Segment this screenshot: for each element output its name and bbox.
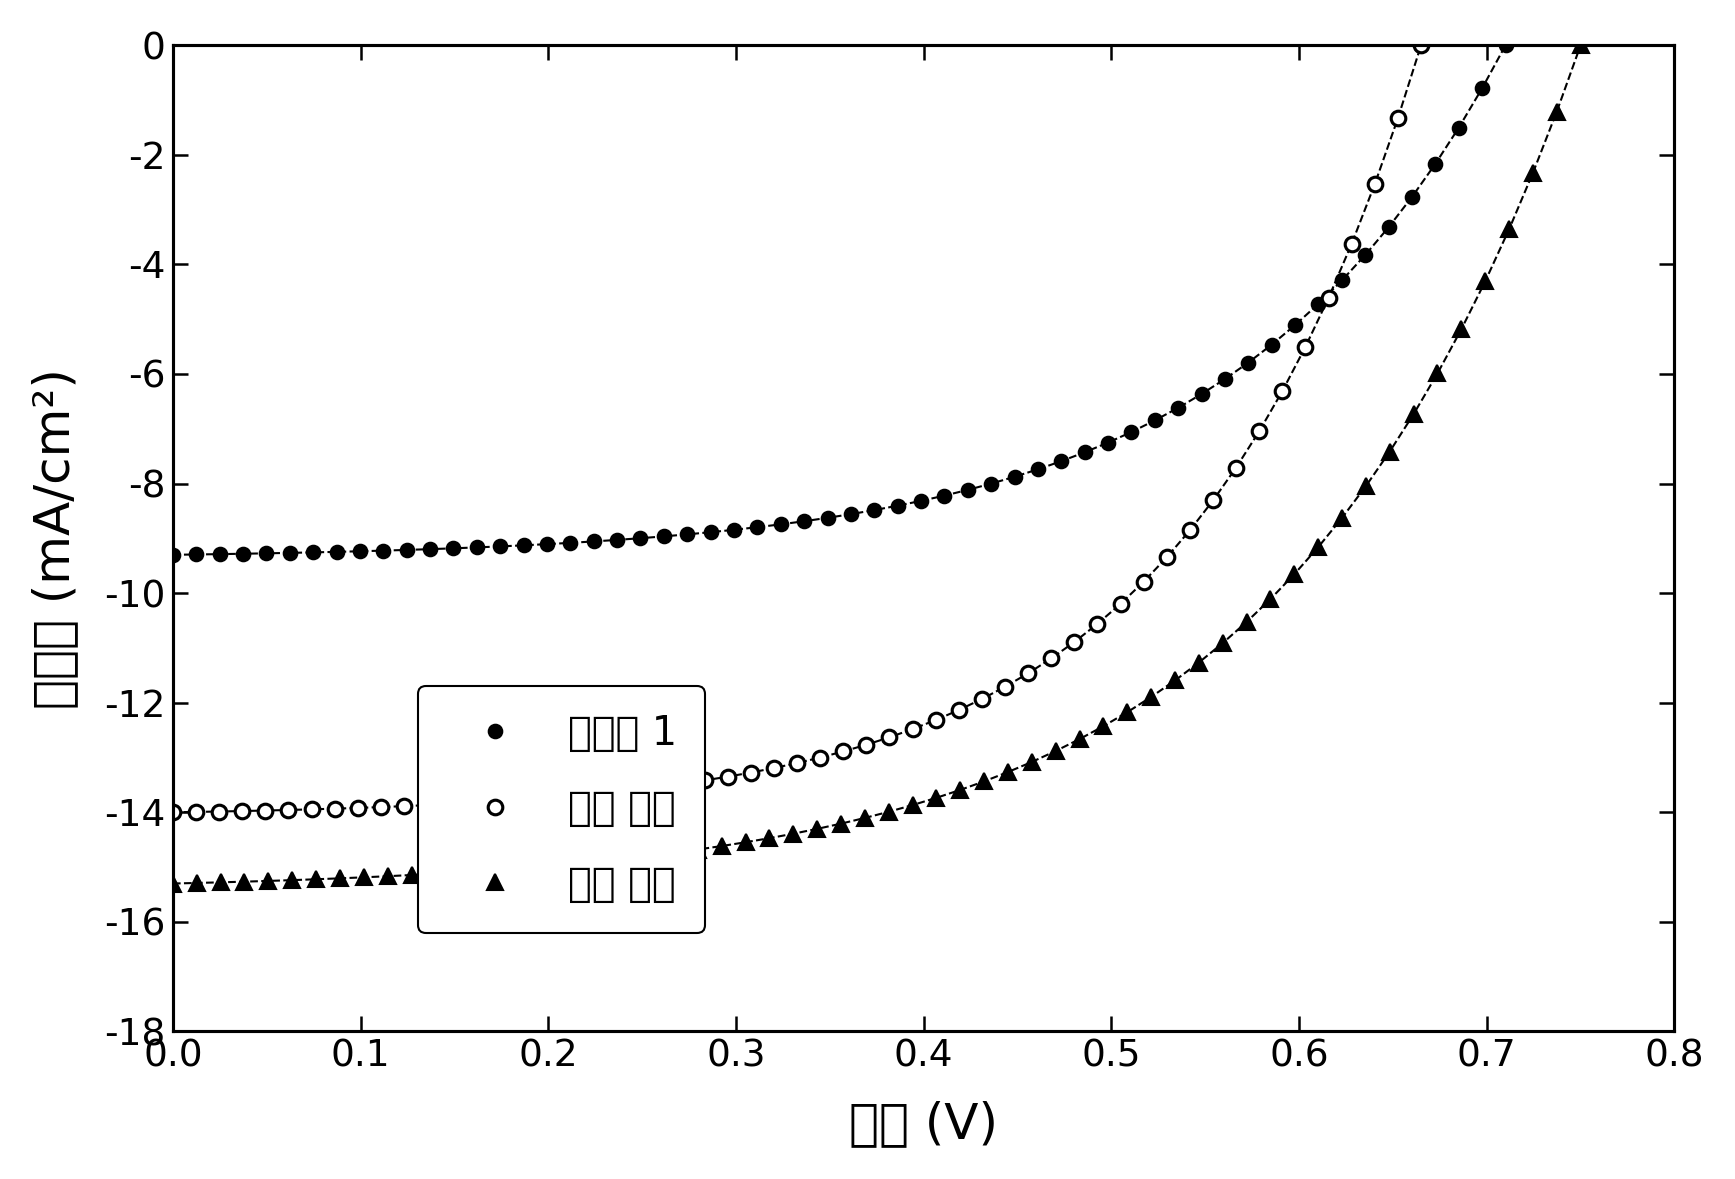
实施 例二 xyxy=(1570,38,1591,52)
实施 例一 xyxy=(302,802,323,816)
实施 例一 xyxy=(1411,38,1431,52)
Line: 对比例 1: 对比例 1 xyxy=(167,39,1511,561)
对比例 1 xyxy=(1284,318,1305,332)
Y-axis label: 光电流 (mA/cm²): 光电流 (mA/cm²) xyxy=(31,368,80,709)
实施 例一 xyxy=(163,805,184,819)
实施 例一 xyxy=(1272,384,1293,399)
实施 例二 xyxy=(616,851,637,865)
对比例 1 xyxy=(1494,38,1515,52)
对比例 1 xyxy=(1143,414,1164,428)
实施 例一 xyxy=(1386,111,1407,125)
实施 例一 xyxy=(625,783,645,797)
对比例 1 xyxy=(467,540,488,554)
对比例 1 xyxy=(163,548,184,562)
对比例 1 xyxy=(1449,120,1470,134)
实施 例二 xyxy=(163,876,184,890)
对比例 1 xyxy=(1051,454,1072,468)
实施 例一 xyxy=(394,799,415,814)
Legend: 对比例 1, 实施 例一, 实施 例二: 对比例 1, 实施 例一, 实施 例二 xyxy=(418,686,704,933)
实施 例一 xyxy=(463,796,484,810)
X-axis label: 电压 (V): 电压 (V) xyxy=(848,1100,998,1147)
实施 例二 xyxy=(401,868,422,882)
实施 例二 xyxy=(640,849,661,863)
Line: 实施 例一: 实施 例一 xyxy=(165,38,1428,819)
实施 例二 xyxy=(520,861,541,875)
实施 例二 xyxy=(567,856,588,870)
对比例 1 xyxy=(489,539,510,553)
实施 例二 xyxy=(1044,744,1065,758)
Line: 实施 例二: 实施 例二 xyxy=(165,38,1588,891)
